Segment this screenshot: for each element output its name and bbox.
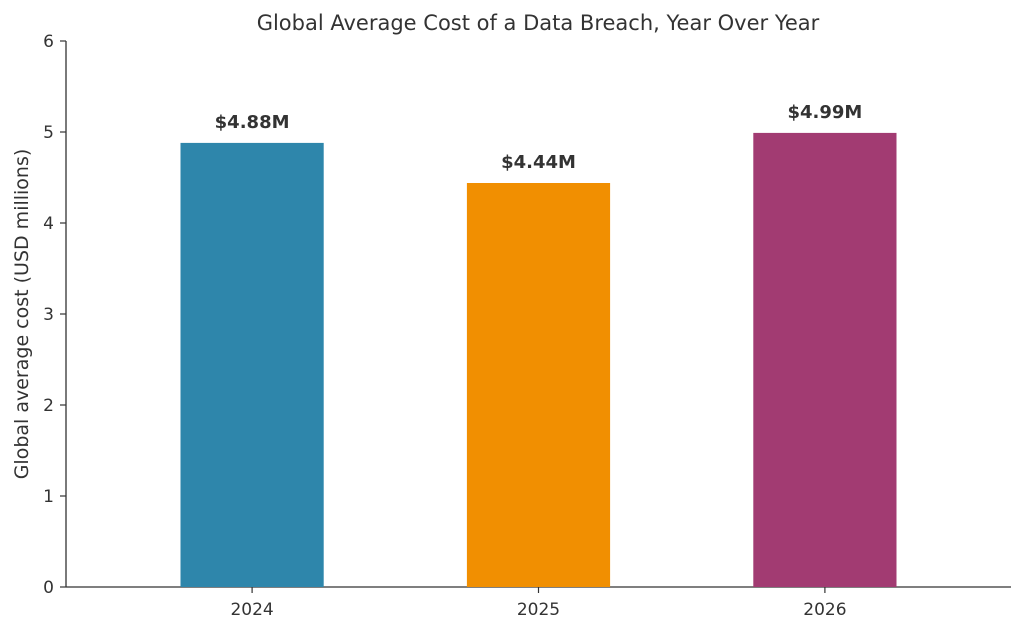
y-tick-label: 3 [43,305,54,325]
x-tick-label: 2024 [230,600,273,620]
bars-group: $4.88M $4.44M $4.99M [180,102,897,587]
y-tick-label: 5 [43,123,54,143]
y-tick-label: 6 [43,32,54,52]
x-tick-label: 2026 [803,600,846,620]
ticks-group: 2024 2025 2026 0 1 2 3 4 5 6 [43,32,846,620]
y-axis-label: Global average cost (USD millions) [11,149,33,480]
y-tick-label: 4 [43,214,54,234]
x-tick-label: 2025 [517,600,560,620]
y-tick-label: 0 [43,578,54,598]
bar-2024 [180,142,324,587]
y-tick-label: 2 [43,396,54,416]
bar-2026 [753,132,897,587]
bar-2025 [466,183,611,587]
data-label-2024: $4.88M [215,112,290,133]
data-label-2025: $4.44M [501,152,576,173]
y-tick-label: 1 [43,487,54,507]
data-label-2026: $4.99M [787,102,862,123]
chart-title: Global Average Cost of a Data Breach, Ye… [257,11,820,35]
